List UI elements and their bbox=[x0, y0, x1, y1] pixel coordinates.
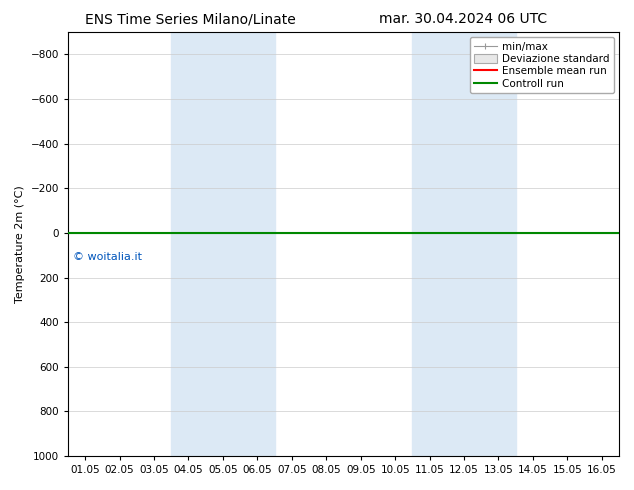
Text: mar. 30.04.2024 06 UTC: mar. 30.04.2024 06 UTC bbox=[378, 12, 547, 26]
Text: ENS Time Series Milano/Linate: ENS Time Series Milano/Linate bbox=[85, 12, 295, 26]
Y-axis label: Temperature 2m (°C): Temperature 2m (°C) bbox=[15, 185, 25, 303]
Legend: min/max, Deviazione standard, Ensemble mean run, Controll run: min/max, Deviazione standard, Ensemble m… bbox=[470, 37, 614, 93]
Bar bbox=[412, 32, 515, 456]
Bar bbox=[171, 32, 275, 456]
Text: © woitalia.it: © woitalia.it bbox=[74, 252, 143, 262]
